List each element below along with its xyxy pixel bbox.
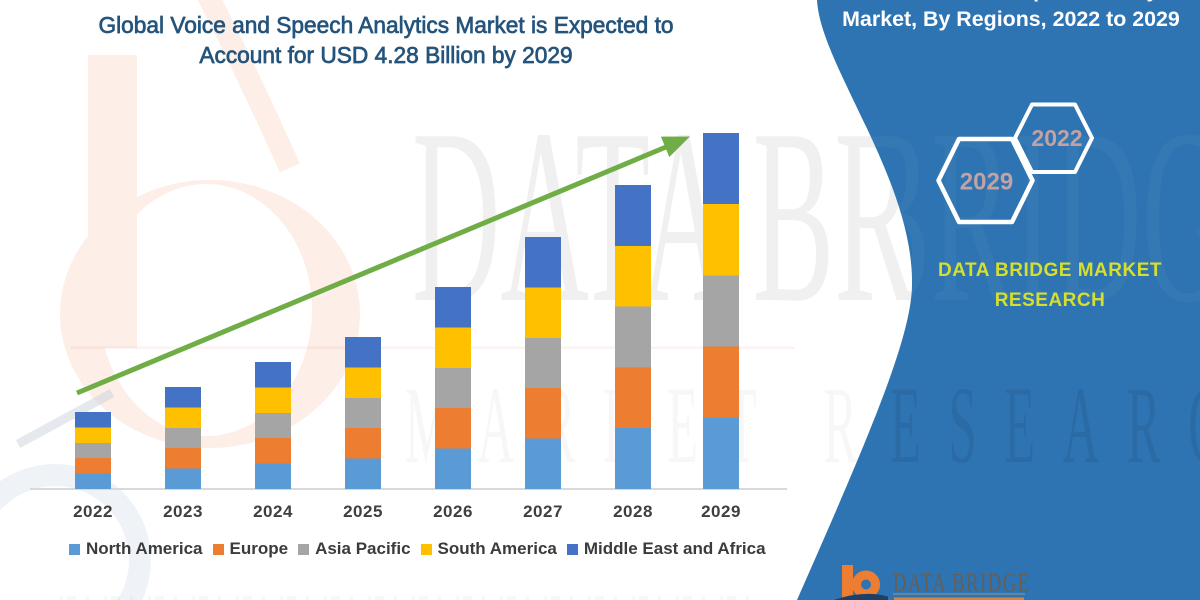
svg-text:ESEARCH: ESEARCH [890,364,1200,486]
svg-text:DATA BRIDGE: DATA BRIDGE [893,569,1031,598]
svg-text:2022: 2022 [1031,125,1082,151]
svg-text:2029: 2029 [960,169,1013,196]
